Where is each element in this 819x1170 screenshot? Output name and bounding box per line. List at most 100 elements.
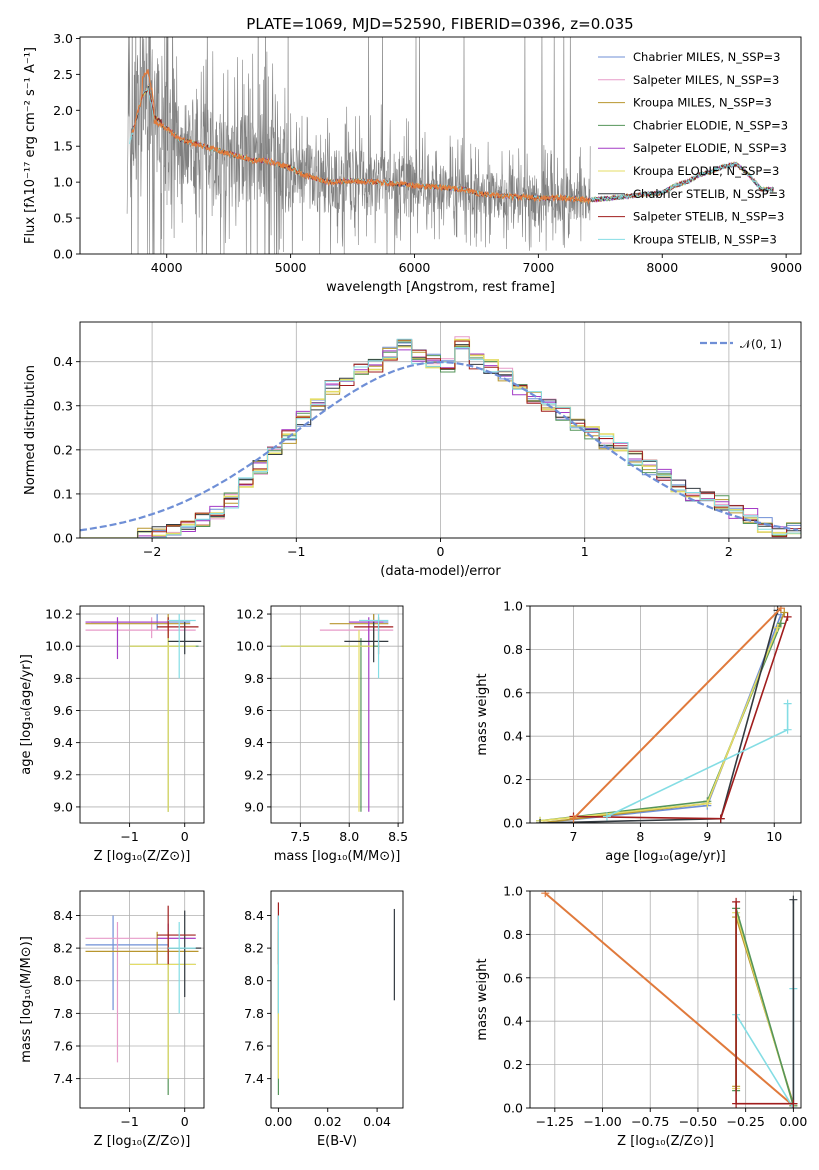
point-7 — [168, 910, 202, 998]
mass-vs-ebv-frame: 0.00 0.02 0.04 7.4 7.6 7.8 8.0 8.2 8.4 E(B-V) — [244, 890, 404, 1149]
spectrum-marks — [126, 37, 774, 254]
series-line-8 — [572, 607, 782, 820]
age-vs-mass-axes — [271, 606, 403, 823]
figure-title: PLATE=1069, MJD=52590, FIBERID=0396, z=0… — [246, 15, 633, 33]
y-tick-label: 9.2 — [244, 767, 264, 782]
y-tick-label: 1.0 — [503, 599, 523, 614]
y-tick-label: 7.4 — [53, 1071, 73, 1086]
y-tick-label: 10.2 — [236, 607, 264, 622]
y-tick-label: 0.4 — [53, 354, 73, 369]
y-tick-label: 8.0 — [53, 973, 73, 988]
y-tick-label: 0.6 — [503, 685, 523, 700]
y-tick-label: 7.8 — [53, 1006, 73, 1021]
legend-entry-7: Chabrier STELIB, N_SSP=3 — [633, 187, 785, 201]
y-tick-label: 0.0 — [503, 816, 523, 831]
y-axis-label: Flux [fλ10⁻¹⁷ erg cm⁻² s⁻¹ A⁻¹] — [23, 47, 38, 244]
x-tick-label: −0.50 — [679, 1114, 717, 1129]
y-tick-label: 0.2 — [503, 772, 523, 787]
plot-frame — [79, 36, 802, 255]
series-marker — [789, 895, 798, 904]
model-spectrum-highlight — [131, 69, 591, 205]
y-tick-label: 0.2 — [503, 1057, 523, 1072]
gaussian-curve — [80, 360, 799, 532]
residuals-marks — [80, 336, 801, 538]
x-axis-label: Z [log₁₀(Z/Z⊙)] — [94, 849, 191, 864]
x-tick-label: 9000 — [770, 260, 802, 275]
y-tick-label: 1.0 — [53, 175, 73, 190]
y-axis-label: mass [log₁₀(M/M⊙)] — [19, 936, 34, 1063]
x-tick-label: 8.5 — [388, 829, 408, 844]
legend-entry-9: Kroupa STELIB, N_SSP=3 — [633, 232, 777, 246]
series-marker — [783, 699, 792, 708]
point-8 — [157, 905, 196, 965]
histogram-7 — [80, 344, 801, 538]
mass-vs-ebv-marks — [277, 902, 395, 1095]
age-vs-mass-frame: 7.5 8.0 8.5 9.0 9.2 9.4 9.6 9.8 10.0 10.2 mass [lo… — [236, 605, 408, 864]
y-tick-label: 8.0 — [244, 973, 264, 988]
y-tick-label: 7.4 — [244, 1071, 264, 1086]
x-tick-label: −2 — [143, 544, 161, 559]
point-7 — [344, 622, 389, 663]
y-tick-label: 0.0 — [503, 1101, 523, 1116]
massweight-vs-age-axes — [530, 605, 801, 824]
point-2 — [319, 622, 394, 647]
spectrum-legend: Chabrier MILES, N_SSP=3 Salpeter MILES, N… — [598, 50, 788, 246]
y-tick-label: 9.0 — [53, 799, 73, 814]
y-axis-label: Normed distribution — [23, 365, 38, 495]
y-tick-label: 7.6 — [53, 1039, 73, 1054]
x-axis-label: Z [log₁₀(Z/Z⊙)] — [94, 1134, 191, 1149]
y-tick-label: 9.4 — [53, 735, 73, 750]
series-marker — [569, 814, 578, 823]
y-tick-label: 10.0 — [45, 639, 73, 654]
x-axis-label: wavelength [Angstrom, rest frame] — [326, 280, 555, 295]
series-marker — [780, 608, 789, 617]
plot-frame — [79, 605, 205, 824]
massweight-vs-age-frame: 7 8 9 10 0.0 0.2 0.4 0.6 0.8 1.0 age [log₁₀(age/yr… — [475, 599, 802, 864]
series-marker — [776, 606, 785, 613]
y-tick-label: 9.0 — [244, 799, 264, 814]
y-tick-label: 7.6 — [244, 1039, 264, 1054]
point-4 — [280, 638, 379, 812]
y-tick-label: 0.0 — [53, 247, 73, 262]
x-tick-label: 8.0 — [339, 829, 359, 844]
legend-entry-8: Salpeter STELIB, N_SSP=3 — [633, 210, 784, 224]
y-tick-label: 9.6 — [244, 703, 264, 718]
series-marker — [783, 725, 792, 734]
point-9 — [359, 614, 389, 679]
y-tick-label: 0.8 — [503, 927, 523, 942]
point-5 — [85, 617, 169, 660]
series-marker — [541, 891, 550, 898]
residuals-legend: 𝒩(0, 1) — [700, 337, 782, 351]
x-tick-label: 2 — [725, 544, 733, 559]
x-tick-label: 0.02 — [314, 1114, 342, 1129]
point-9 — [168, 922, 196, 1014]
x-tick-label: 8 — [636, 829, 644, 844]
legend-entry-3: Kroupa MILES, N_SSP=3 — [633, 96, 772, 110]
point-1 — [85, 915, 169, 1011]
x-tick-label: −1.25 — [536, 1114, 574, 1129]
x-tick-label: −0.25 — [726, 1114, 764, 1129]
legend-entry-gaussian: 𝒩(0, 1) — [740, 337, 782, 351]
series-marker — [732, 897, 741, 906]
plot-frame — [529, 890, 802, 1109]
plot-frame — [270, 605, 404, 824]
x-tick-label: 7 — [570, 829, 578, 844]
x-tick-label: 0.04 — [363, 1114, 391, 1129]
series-marker — [783, 612, 792, 621]
series-line-6 — [573, 616, 789, 820]
plot-frame — [79, 890, 205, 1109]
series-marker — [789, 1099, 798, 1108]
massweight-vs-Z-frame: −1.25 −1.00 −0.75 −0.50 −0.25 0.00 0.0 0.2 0.4 0.… — [475, 884, 807, 1150]
x-axis-label: Z [log₁₀(Z/Z⊙)] — [617, 1134, 714, 1149]
plot-frame — [270, 890, 404, 1109]
point-6 — [129, 630, 196, 812]
point-4 — [129, 638, 199, 812]
y-tick-label: 0.6 — [503, 970, 523, 985]
mass-vs-Z-marks — [85, 905, 202, 1095]
x-tick-label: 10 — [766, 829, 782, 844]
y-tick-label: 8.2 — [244, 941, 264, 956]
age-vs-Z-axes — [80, 606, 204, 823]
legend-entry-4: Chabrier ELODIE, N_SSP=3 — [633, 118, 788, 132]
y-tick-label: 3.0 — [53, 31, 73, 46]
x-axis-label: E(B-V) — [317, 1134, 357, 1149]
